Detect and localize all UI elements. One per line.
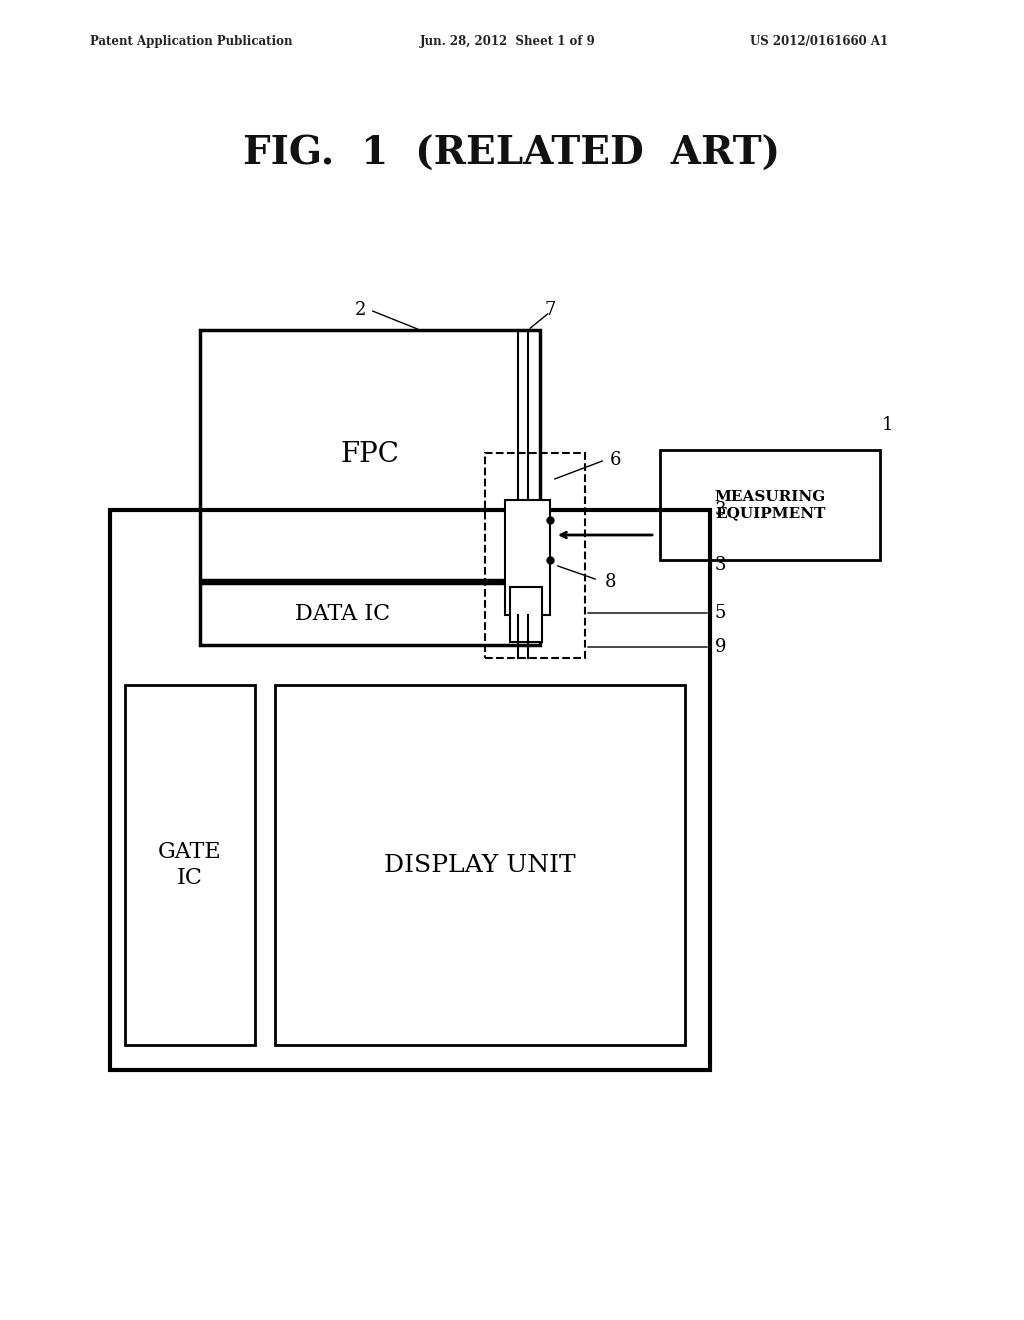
Text: 1: 1 bbox=[882, 416, 894, 434]
Bar bbox=[125, 685, 255, 1045]
Bar bbox=[510, 587, 542, 642]
Text: GATE
IC: GATE IC bbox=[158, 841, 222, 888]
Text: DATA IC: DATA IC bbox=[295, 603, 390, 624]
Text: 5: 5 bbox=[715, 605, 726, 622]
Text: 3: 3 bbox=[715, 502, 726, 519]
Text: 7: 7 bbox=[545, 301, 556, 319]
Text: 2: 2 bbox=[355, 301, 367, 319]
Text: 6: 6 bbox=[610, 451, 622, 469]
Bar bbox=[110, 510, 710, 1071]
Text: Patent Application Publication: Patent Application Publication bbox=[90, 36, 293, 48]
Text: US 2012/0161660 A1: US 2012/0161660 A1 bbox=[750, 36, 888, 48]
Text: FPC: FPC bbox=[341, 441, 399, 469]
Bar bbox=[485, 453, 585, 657]
Text: 3: 3 bbox=[715, 556, 726, 574]
Text: FIG.  1  (RELATED  ART): FIG. 1 (RELATED ART) bbox=[244, 135, 780, 173]
Bar bbox=[200, 330, 540, 579]
Bar bbox=[505, 500, 550, 615]
Text: MEASURING
EQUIPMENT: MEASURING EQUIPMENT bbox=[715, 490, 825, 520]
Text: 8: 8 bbox=[605, 573, 616, 591]
Text: 9: 9 bbox=[715, 638, 726, 656]
Bar bbox=[200, 583, 540, 645]
Text: DISPLAY UNIT: DISPLAY UNIT bbox=[384, 854, 575, 876]
Bar bbox=[275, 685, 685, 1045]
Text: Jun. 28, 2012  Sheet 1 of 9: Jun. 28, 2012 Sheet 1 of 9 bbox=[420, 36, 596, 48]
Bar bbox=[660, 450, 880, 560]
